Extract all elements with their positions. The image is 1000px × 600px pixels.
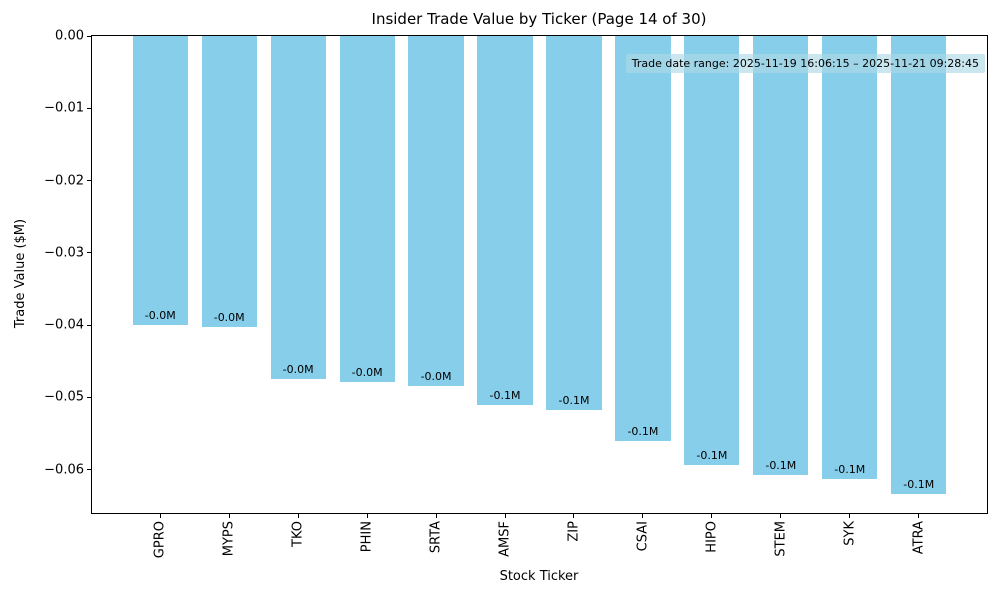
y-tick-mark [87, 107, 91, 109]
bar-tko: -0.0M [270, 36, 326, 379]
bar-gpro: -0.0M [132, 36, 188, 326]
plot-area: Trade date range: 2025-11-19 16:06:15 – … [44, 29, 988, 558]
bar-atra: -0.1M [891, 36, 947, 495]
y-tick-label: 0.00 [55, 28, 84, 44]
trade-date-range-annotation: Trade date range: 2025-11-19 16:06:15 – … [625, 54, 985, 73]
bar-value-label: -0.1M [903, 478, 935, 492]
bar-value-label: -0.0M [351, 366, 383, 380]
x-tick-label-atra: ATRA [911, 521, 927, 555]
x-tick-mark [642, 514, 644, 518]
y-tick-mark [87, 324, 91, 326]
x-tick-label-syk: SYK [842, 521, 858, 546]
bar-value-label: -0.1M [558, 393, 590, 407]
bar-syk: -0.1M [822, 36, 878, 480]
bar-value-label: -0.1M [765, 458, 797, 472]
bar-srta: -0.0M [408, 36, 464, 386]
x-tick-label-stem: STEM [773, 521, 789, 557]
chart-title: Insider Trade Value by Ticker (Page 14 o… [371, 10, 707, 28]
bar-value-label: -0.1M [834, 463, 866, 477]
bar-value-label: -0.1M [696, 449, 728, 463]
bar-value-label: -0.0M [213, 310, 245, 324]
y-tick-mark [87, 469, 91, 471]
y-tick-label: −0.02 [44, 173, 84, 189]
bar-value-label: -0.1M [627, 424, 659, 438]
x-tick-label-srta: SRTA [428, 521, 444, 554]
y-tick-label: −0.04 [44, 317, 84, 333]
y-tick-label: −0.05 [44, 389, 84, 405]
y-tick-label: −0.03 [44, 245, 84, 261]
x-tick-mark [780, 514, 782, 518]
x-tick-label-zip: ZIP [566, 521, 582, 542]
x-tick-label-hipo: HIPO [704, 521, 720, 553]
y-tick-mark [87, 36, 91, 37]
y-tick-label: −0.01 [44, 100, 84, 116]
x-tick-mark [918, 514, 920, 518]
x-tick-mark [711, 514, 713, 518]
x-tick-mark [159, 514, 161, 518]
x-tick-label-amsf: AMSF [497, 521, 513, 557]
x-tick-mark [228, 514, 230, 518]
y-axis-label-wrap: Trade Value ($M) [8, 35, 34, 512]
x-tick-mark [504, 514, 506, 518]
bar-zip: -0.1M [546, 36, 602, 410]
bar-stem: -0.1M [753, 36, 809, 475]
y-tick-mark [87, 252, 91, 254]
x-tick-mark [435, 514, 437, 518]
y-axis-label: Trade Value ($M) [13, 218, 29, 329]
x-tick-mark [849, 514, 851, 518]
bar-value-label: -0.1M [489, 388, 521, 402]
y-tick-label: −0.06 [44, 462, 84, 478]
bar-value-label: -0.0M [420, 369, 452, 383]
x-axis-label: Stock Ticker [499, 569, 579, 584]
x-tick-label-myps: MYPS [221, 521, 237, 557]
bar-value-label: -0.0M [144, 309, 176, 323]
y-tick-mark [87, 396, 91, 398]
x-tick-label-phin: PHIN [359, 521, 375, 553]
x-tick-mark [573, 514, 575, 518]
bar-hipo: -0.1M [684, 36, 740, 466]
bar-amsf: -0.1M [477, 36, 533, 405]
x-tick-mark [297, 514, 299, 518]
y-tick-mark [87, 180, 91, 182]
x-tick-mark [366, 514, 368, 518]
x-tick-label-csai: CSAI [635, 521, 651, 552]
x-tick-label-tko: TKO [290, 521, 306, 547]
x-tick-label-gpro: GPRO [152, 521, 168, 559]
bar-myps: -0.0M [201, 36, 257, 327]
bar-csai: -0.1M [615, 36, 671, 441]
bar-value-label: -0.0M [282, 362, 314, 376]
bar-phin: -0.0M [339, 36, 395, 383]
